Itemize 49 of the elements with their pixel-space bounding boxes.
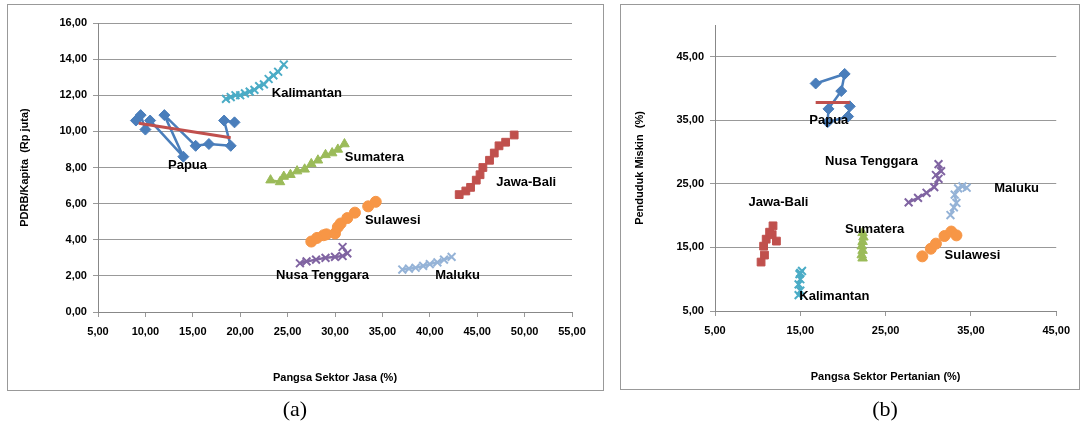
x-tick-label: 5,00 — [87, 324, 109, 337]
series-label: Sulawesi — [364, 212, 421, 228]
y-tick-label: 4,00 — [65, 232, 87, 245]
text: (a) — [281, 396, 309, 422]
y-tick-label: 5,00 — [682, 304, 704, 317]
y-tick-label: 0,00 — [65, 305, 87, 318]
x-axis-title: Pangsa Sektor Pertanian (%) — [810, 370, 961, 383]
y-tick-label: 45,00 — [676, 49, 704, 62]
y-tick-label: 15,00 — [676, 240, 704, 253]
series-label: Sulawesi — [944, 246, 1001, 262]
x-tick-label: 5,00 — [704, 323, 726, 336]
x-tick-label: 55,00 — [558, 324, 586, 337]
series-label: Nusa Tenggara — [825, 152, 919, 168]
series-label: Kalimantan — [799, 288, 870, 304]
series-label: Maluku — [994, 180, 1040, 196]
x-axis-title: Pangsa Sektor Jasa (%) — [272, 371, 398, 384]
series-label: Kalimantan — [271, 85, 342, 101]
series-label: Jawa-Bali — [496, 173, 557, 189]
x-tick-label: 40,00 — [416, 324, 444, 337]
y-tick-label: 14,00 — [59, 52, 87, 65]
series-label: Papua — [168, 156, 208, 172]
x-tick-label: 15,00 — [179, 324, 207, 337]
series-label: Sumatera — [344, 148, 405, 164]
y-tick-label: 25,00 — [676, 176, 704, 189]
series-label: Jawa-Bali — [748, 193, 809, 209]
x-tick-label: 50,00 — [510, 324, 539, 337]
x-tick-label: 45,00 — [1042, 323, 1070, 336]
x-tick-label: 25,00 — [871, 323, 900, 336]
x-tick-label: 25,00 — [273, 324, 302, 337]
x-tick-label: 35,00 — [368, 324, 397, 337]
y-tick-label: 10,00 — [59, 124, 87, 137]
y-axis-title: PDRB/Kapita (Rp juta) — [17, 107, 30, 227]
series-label: Sumatera — [844, 221, 905, 237]
y-tick-label: 8,00 — [65, 160, 87, 173]
x-tick-label: 30,00 — [321, 324, 349, 337]
y-tick-label: 2,00 — [65, 268, 87, 281]
x-tick-label: 10,00 — [131, 324, 160, 337]
series-label: Maluku — [435, 267, 481, 283]
y-tick-label: 12,00 — [59, 88, 87, 101]
y-tick-label: 6,00 — [65, 196, 87, 209]
x-tick-label: 35,00 — [957, 323, 985, 336]
y-tick-label: 35,00 — [676, 113, 704, 126]
y-axis-title: Penduduk Miskin (%) — [632, 110, 645, 225]
x-tick-label: 20,00 — [226, 324, 254, 337]
x-tick-label: 45,00 — [463, 324, 491, 337]
series-label: Nusa Tenggara — [276, 266, 370, 282]
y-tick-label: 16,00 — [59, 16, 87, 29]
text: (b) — [871, 396, 899, 422]
x-tick-label: 15,00 — [786, 323, 815, 336]
